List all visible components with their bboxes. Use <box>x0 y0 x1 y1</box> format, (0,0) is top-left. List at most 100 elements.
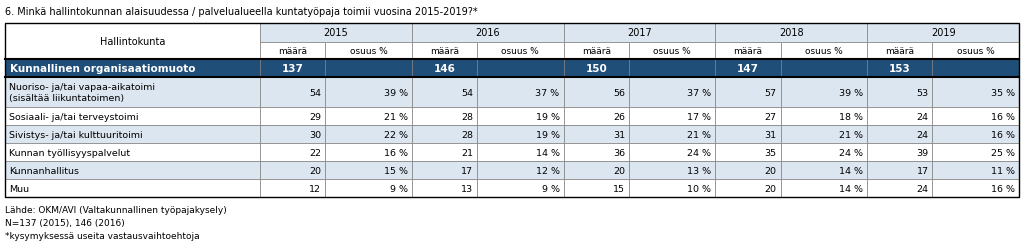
Bar <box>781 143 868 161</box>
Bar <box>933 60 1019 78</box>
Bar <box>933 108 1019 125</box>
Bar <box>412 108 477 125</box>
Text: määrä: määrä <box>733 47 762 56</box>
Bar <box>564 24 715 43</box>
Text: Sosiaali- ja/tai terveystoimi: Sosiaali- ja/tai terveystoimi <box>9 112 138 121</box>
Text: määrä: määrä <box>278 47 307 56</box>
Text: 2018: 2018 <box>779 28 804 38</box>
Bar <box>5 60 260 78</box>
Bar <box>715 78 781 108</box>
Text: 10 %: 10 % <box>687 184 711 193</box>
Text: 18 %: 18 % <box>839 112 863 121</box>
Bar <box>5 24 1019 197</box>
Bar <box>5 24 260 60</box>
Bar <box>933 125 1019 143</box>
Bar <box>260 78 325 108</box>
Bar <box>715 143 781 161</box>
Bar <box>412 125 477 143</box>
Text: 24 %: 24 % <box>839 148 863 157</box>
Bar <box>260 60 325 78</box>
Text: 24: 24 <box>917 112 929 121</box>
Bar <box>564 179 629 197</box>
Text: 17: 17 <box>917 166 929 175</box>
Text: 137: 137 <box>281 64 304 74</box>
Text: 36: 36 <box>613 148 625 157</box>
Text: 24: 24 <box>917 130 929 139</box>
Bar <box>629 108 715 125</box>
Bar <box>325 43 412 60</box>
Bar <box>5 143 260 161</box>
Bar <box>715 108 781 125</box>
Bar <box>629 161 715 179</box>
Text: 39 %: 39 % <box>839 88 863 97</box>
Bar <box>5 108 260 125</box>
Text: 9 %: 9 % <box>541 184 560 193</box>
Bar <box>5 161 260 179</box>
Text: 17 %: 17 % <box>687 112 711 121</box>
Text: 16 %: 16 % <box>991 184 1015 193</box>
Text: 31: 31 <box>764 130 776 139</box>
Text: 13 %: 13 % <box>687 166 711 175</box>
Text: 54: 54 <box>461 88 473 97</box>
Text: 16 %: 16 % <box>991 112 1015 121</box>
Text: 35: 35 <box>764 148 776 157</box>
Text: 53: 53 <box>917 88 929 97</box>
Text: osuus %: osuus % <box>501 47 539 56</box>
Bar <box>260 161 325 179</box>
Text: 14 %: 14 % <box>536 148 560 157</box>
Text: 6. Minkä hallintokunnan alaisuudessa / palvelualueella kuntatyöpaja toimii vuosi: 6. Minkä hallintokunnan alaisuudessa / p… <box>5 7 478 17</box>
Bar <box>325 60 412 78</box>
Bar <box>715 43 781 60</box>
Bar <box>564 78 629 108</box>
Bar <box>325 125 412 143</box>
Bar <box>629 125 715 143</box>
Bar <box>412 60 477 78</box>
Text: *kysymyksessä useita vastausvaihtoehtoja: *kysymyksessä useita vastausvaihtoehtoja <box>5 231 199 240</box>
Bar <box>933 161 1019 179</box>
Text: 39: 39 <box>917 148 929 157</box>
Bar <box>477 78 564 108</box>
Text: 29: 29 <box>309 112 321 121</box>
Text: 11 %: 11 % <box>991 166 1015 175</box>
Bar <box>933 143 1019 161</box>
Text: 19 %: 19 % <box>536 112 560 121</box>
Text: Sivistys- ja/tai kulttuuritoimi: Sivistys- ja/tai kulttuuritoimi <box>9 130 142 139</box>
Bar <box>629 60 715 78</box>
Bar <box>564 143 629 161</box>
Text: 16 %: 16 % <box>991 130 1015 139</box>
Text: 22 %: 22 % <box>384 130 408 139</box>
Bar <box>477 108 564 125</box>
Bar <box>325 161 412 179</box>
Text: 20: 20 <box>613 166 625 175</box>
Text: 37 %: 37 % <box>687 88 711 97</box>
Bar <box>781 60 868 78</box>
Text: 56: 56 <box>613 88 625 97</box>
Bar <box>260 179 325 197</box>
Bar <box>412 78 477 108</box>
Bar <box>325 179 412 197</box>
Bar <box>933 43 1019 60</box>
Text: 16 %: 16 % <box>384 148 408 157</box>
Bar <box>412 24 564 43</box>
Text: 19 %: 19 % <box>536 130 560 139</box>
Bar <box>868 125 933 143</box>
Bar <box>412 43 477 60</box>
Bar <box>477 125 564 143</box>
Text: 21: 21 <box>461 148 473 157</box>
Bar <box>629 43 715 60</box>
Text: 25 %: 25 % <box>991 148 1015 157</box>
Text: 20: 20 <box>764 184 776 193</box>
Text: 14 %: 14 % <box>839 184 863 193</box>
Text: 22: 22 <box>309 148 321 157</box>
Bar <box>412 179 477 197</box>
Text: määrä: määrä <box>582 47 611 56</box>
Bar <box>781 179 868 197</box>
Text: 21 %: 21 % <box>687 130 711 139</box>
Bar <box>868 143 933 161</box>
Text: 28: 28 <box>461 112 473 121</box>
Bar <box>715 179 781 197</box>
Bar <box>781 125 868 143</box>
Bar <box>260 24 412 43</box>
Bar <box>564 161 629 179</box>
Bar <box>412 143 477 161</box>
